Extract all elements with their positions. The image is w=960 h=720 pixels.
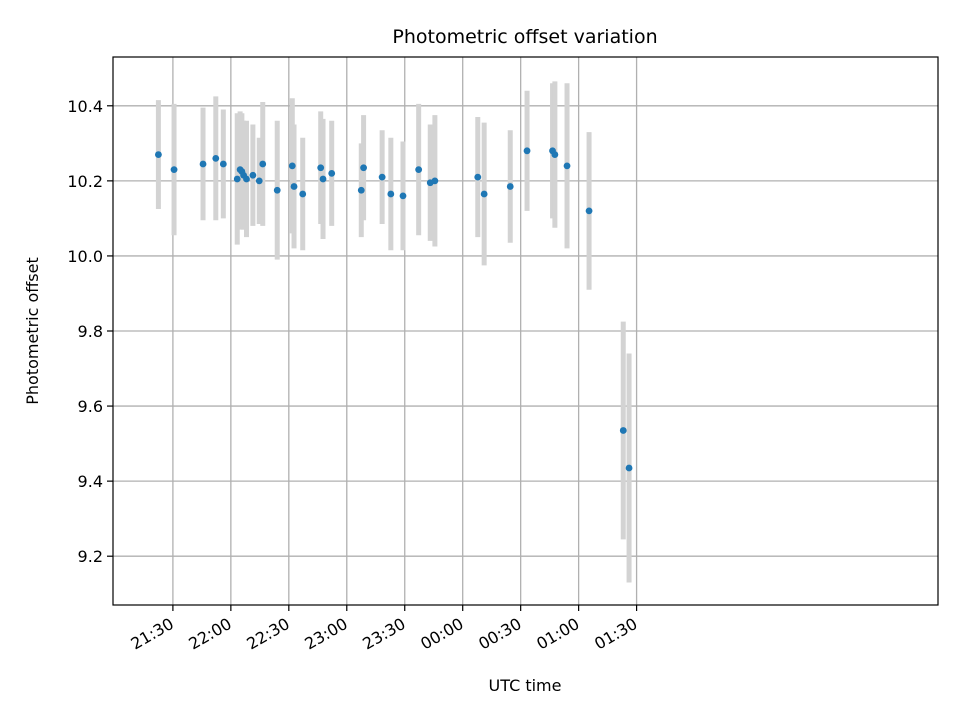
data-point: [387, 190, 395, 198]
x-axis-ticks: 21:30 22:00 22:30 23:00 23:30 00:00 00:30 01:00…: [127, 605, 641, 654]
data-point: [563, 162, 571, 170]
x-tick-label: 01:30: [591, 614, 640, 654]
y-axis-ticks: 9.2 9.4 9.6 9.8 10.0 10.2 10.4: [67, 97, 113, 566]
x-tick-label: 01:00: [533, 614, 582, 654]
data-point: [319, 175, 327, 183]
data-point: [480, 190, 488, 198]
data-point: [290, 183, 298, 190]
y-axis-title: Photometric offset: [23, 257, 42, 405]
x-tick-label: 23:00: [301, 614, 350, 654]
data-point: [273, 186, 281, 194]
y-tick-label: 9.4: [78, 472, 103, 491]
data-point: [299, 190, 307, 198]
x-tick-label: 21:30: [127, 614, 176, 654]
data-point: [155, 151, 162, 158]
data-point: [199, 160, 207, 168]
data-point: [399, 192, 407, 200]
y-tick-label: 9.2: [78, 547, 103, 566]
y-tick-label: 9.6: [78, 397, 103, 416]
data-point: [255, 177, 263, 185]
data-point: [249, 171, 257, 179]
data-point: [288, 162, 296, 170]
data-point: [415, 166, 423, 174]
data-point: [360, 164, 367, 172]
y-tick-label: 10.4: [67, 97, 103, 116]
data-point: [328, 169, 336, 177]
x-tick-label: 22:30: [243, 614, 292, 654]
data-point: [585, 207, 593, 215]
data-point: [243, 175, 250, 183]
x-tick-label: 00:30: [475, 614, 524, 654]
data-point: [357, 186, 365, 194]
data-point: [625, 464, 633, 472]
data-point: [523, 147, 531, 155]
data-point: [551, 151, 559, 158]
chart-title: Photometric offset variation: [392, 26, 657, 48]
data-point: [378, 173, 386, 181]
x-tick-label: 22:00: [185, 614, 234, 654]
error-bars: [155, 81, 632, 583]
data-point: [259, 160, 267, 168]
x-tick-label: 00:00: [417, 614, 466, 654]
data-point: [170, 166, 178, 174]
y-tick-label: 10.0: [67, 247, 103, 266]
data-point: [317, 164, 325, 172]
x-tick-label: 23:30: [359, 614, 408, 654]
x-axis-title: UTC time: [489, 676, 562, 695]
y-tick-label: 10.2: [67, 172, 103, 191]
data-point: [219, 160, 227, 168]
y-tick-label: 9.8: [78, 322, 103, 341]
data-point: [233, 175, 241, 183]
data-points: [155, 147, 633, 472]
data-point: [619, 427, 627, 434]
data-point: [431, 177, 439, 185]
data-point: [506, 183, 514, 190]
grid: [113, 57, 938, 605]
data-point: [212, 154, 220, 162]
data-point: [474, 173, 482, 181]
